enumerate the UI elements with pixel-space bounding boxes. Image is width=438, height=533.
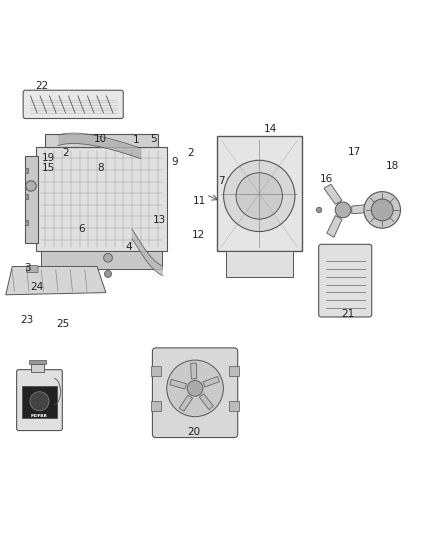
Bar: [36, 147, 167, 251]
Circle shape: [236, 173, 283, 219]
Circle shape: [224, 160, 295, 231]
Text: 13: 13: [152, 215, 166, 225]
Bar: [25, 156, 39, 243]
Polygon shape: [191, 363, 197, 379]
Bar: [226, 251, 293, 277]
Polygon shape: [324, 184, 342, 204]
Text: 7: 7: [218, 176, 225, 186]
Bar: [25, 194, 28, 199]
Circle shape: [105, 270, 112, 277]
FancyBboxPatch shape: [27, 265, 38, 272]
Text: 2: 2: [187, 148, 194, 158]
Text: 16: 16: [320, 174, 334, 183]
Text: 10: 10: [94, 134, 107, 144]
Text: 24: 24: [31, 282, 44, 293]
Bar: [22, 386, 57, 417]
Text: 11: 11: [193, 196, 206, 206]
Polygon shape: [170, 379, 187, 389]
Text: 6: 6: [78, 224, 85, 234]
FancyBboxPatch shape: [17, 370, 62, 431]
Text: 17: 17: [348, 148, 361, 157]
Text: 9: 9: [171, 157, 178, 167]
Circle shape: [317, 207, 322, 213]
Bar: [41, 251, 162, 269]
Text: 15: 15: [42, 163, 55, 173]
Text: 1: 1: [133, 135, 140, 146]
Circle shape: [167, 360, 223, 417]
FancyBboxPatch shape: [152, 348, 238, 438]
Text: 4: 4: [125, 243, 132, 252]
Text: 22: 22: [35, 82, 48, 91]
Circle shape: [335, 202, 351, 218]
Bar: [229, 366, 240, 376]
Bar: [45, 134, 158, 147]
Text: 5: 5: [150, 134, 157, 144]
Polygon shape: [352, 204, 371, 214]
Text: 3: 3: [24, 263, 31, 273]
Circle shape: [364, 192, 400, 228]
Bar: [25, 168, 28, 173]
Circle shape: [30, 392, 49, 411]
Text: 21: 21: [341, 309, 354, 319]
Polygon shape: [327, 215, 342, 237]
Text: 20: 20: [187, 427, 201, 437]
FancyBboxPatch shape: [217, 136, 302, 251]
Polygon shape: [203, 376, 219, 387]
Text: 19: 19: [42, 152, 55, 163]
Text: MOPAR: MOPAR: [31, 414, 48, 418]
Text: 2: 2: [63, 148, 69, 158]
Text: 14: 14: [264, 124, 277, 134]
Bar: [29, 360, 46, 364]
FancyBboxPatch shape: [319, 244, 372, 317]
Polygon shape: [199, 394, 213, 409]
Circle shape: [26, 181, 36, 191]
Circle shape: [104, 254, 113, 262]
FancyBboxPatch shape: [23, 90, 123, 118]
Text: 23: 23: [20, 315, 33, 325]
Circle shape: [371, 199, 393, 221]
Text: 18: 18: [385, 160, 399, 171]
Circle shape: [187, 381, 203, 396]
Bar: [31, 364, 44, 372]
Text: 8: 8: [97, 163, 104, 173]
Polygon shape: [179, 395, 193, 411]
Text: 25: 25: [57, 319, 70, 329]
Polygon shape: [6, 266, 106, 295]
Text: 12: 12: [191, 230, 205, 240]
Bar: [151, 400, 161, 411]
Bar: [151, 366, 161, 376]
Bar: [229, 400, 240, 411]
Bar: [25, 220, 28, 225]
